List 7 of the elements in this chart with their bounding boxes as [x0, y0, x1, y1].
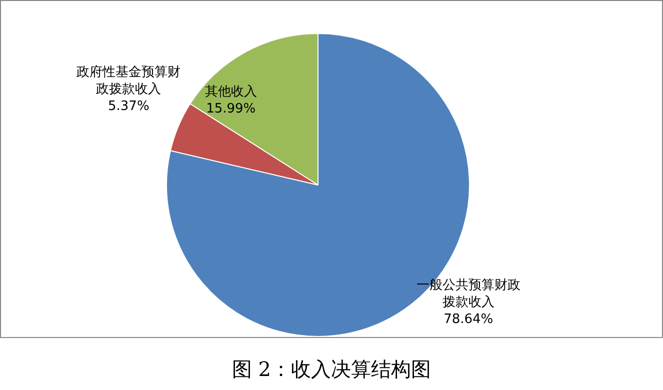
data-label: 78.64% — [444, 312, 494, 327]
data-label: 15.99% — [206, 102, 256, 117]
slice-label: 政府性基金预算财政拨款收入 — [76, 64, 181, 97]
text: 图 2：收入决算结构图 — [230, 356, 432, 383]
data-label: 5.37% — [108, 98, 150, 114]
slice-label: 一般公共预算财政拨款收入 — [416, 278, 520, 310]
slice-label: 其他收入 — [204, 84, 257, 100]
